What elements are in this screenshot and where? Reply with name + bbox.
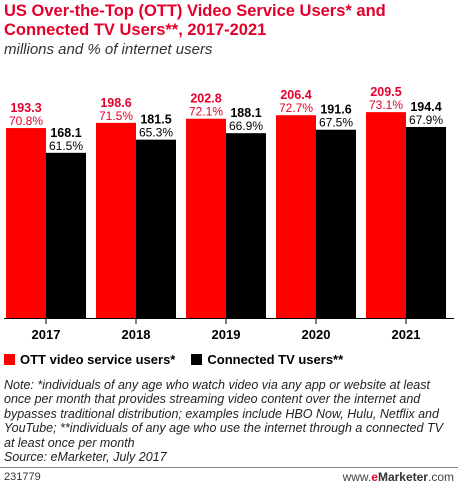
- pct-label-ctv-2020: 67.5%: [319, 116, 353, 130]
- value-label-ott-2020: 206.4: [280, 88, 311, 102]
- value-label-ott-2021: 209.5: [370, 85, 401, 99]
- pct-label-ott-2020: 72.7%: [279, 101, 313, 115]
- legend-item-ctv: Connected TV users**: [191, 352, 343, 367]
- value-label-ctv-2021: 194.4: [410, 100, 441, 114]
- legend-swatch-ott: [4, 353, 15, 365]
- chart-note: Note: *individuals of any age who watch …: [4, 378, 456, 464]
- legend-item-ott: OTT video service users*: [4, 352, 175, 367]
- value-label-ctv-2019: 188.1: [230, 106, 261, 120]
- brand-suffix: .com: [427, 470, 454, 484]
- bar-ott-2021: [366, 112, 406, 318]
- pct-label-ott-2021: 73.1%: [369, 98, 403, 112]
- pct-label-ott-2017: 70.8%: [9, 114, 43, 128]
- bar-ctv-2018: [136, 139, 176, 318]
- x-tick-label-2018: 2018: [122, 327, 151, 342]
- value-label-ott-2018: 198.6: [100, 96, 131, 110]
- chart-legend: OTT video service users* Connected TV us…: [4, 349, 359, 369]
- x-tick-label-2021: 2021: [392, 327, 421, 342]
- bar-ott-2017: [6, 128, 46, 318]
- pct-label-ott-2018: 71.5%: [99, 109, 133, 123]
- x-tick-label-2020: 2020: [302, 327, 331, 342]
- brand-name: Marketer: [377, 470, 428, 484]
- value-label-ott-2019: 202.8: [190, 92, 221, 106]
- bar-ott-2020: [276, 115, 316, 318]
- chart-id: 231779: [4, 471, 41, 483]
- value-label-ctv-2018: 181.5: [140, 113, 171, 127]
- bar-ott-2019: [186, 118, 226, 318]
- x-tick-label-2017: 2017: [32, 327, 61, 342]
- value-label-ott-2017: 193.3: [10, 101, 41, 115]
- chart-subtitle: millions and % of internet users: [4, 41, 213, 58]
- brand-prefix: www.: [342, 470, 372, 484]
- bar-ctv-2019: [226, 133, 266, 318]
- emarketer-logo[interactable]: www.eMarketer.com: [343, 470, 454, 484]
- bar-ott-2018: [96, 122, 136, 318]
- source-text: Source: eMarketer, July 2017: [4, 450, 167, 465]
- note-text: Note: *individuals of any age who watch …: [4, 378, 443, 450]
- bar-ctv-2021: [406, 126, 446, 319]
- legend-swatch-ctv: [191, 353, 203, 365]
- legend-label-ctv: Connected TV users**: [207, 351, 344, 367]
- value-label-ctv-2017: 168.1: [50, 126, 81, 140]
- pct-label-ctv-2021: 67.9%: [409, 113, 443, 127]
- footer-divider: [0, 467, 458, 468]
- brand-e: e: [371, 470, 378, 484]
- bar-ctv-2017: [46, 152, 86, 318]
- pct-label-ctv-2017: 61.5%: [49, 139, 83, 153]
- bar-ctv-2020: [316, 129, 356, 318]
- chart-title: US Over-the-Top (OTT) Video Service User…: [4, 2, 386, 39]
- pct-label-ctv-2018: 65.3%: [139, 126, 173, 140]
- pct-label-ott-2019: 72.1%: [189, 105, 223, 119]
- pct-label-ctv-2019: 66.9%: [229, 119, 263, 133]
- legend-label-ott: OTT video service users*: [20, 351, 176, 367]
- value-label-ctv-2020: 191.6: [320, 103, 351, 117]
- x-tick-label-2019: 2019: [212, 327, 241, 342]
